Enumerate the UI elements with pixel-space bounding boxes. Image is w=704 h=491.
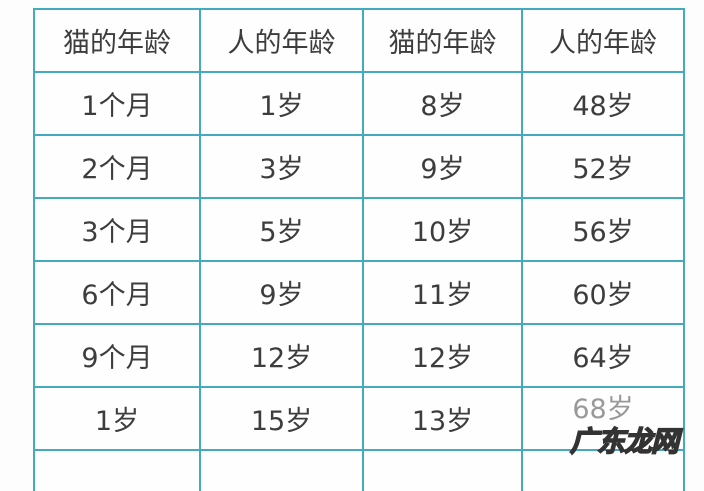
table-cell: 3岁 xyxy=(199,134,364,199)
table-cell: 12岁 xyxy=(199,323,364,388)
table-cell: 5岁 xyxy=(199,197,364,262)
watermark-logo: 广东龙网 xyxy=(569,424,680,459)
table-cell: 3个月 xyxy=(33,197,201,262)
table-row: 2个月 3岁 9岁 52岁 xyxy=(33,134,685,199)
table-cell: 2个月 xyxy=(33,134,201,199)
header-cell: 猫的年龄 xyxy=(33,8,201,73)
header-cell: 人的年龄 xyxy=(199,8,364,73)
table-cell: 8岁 xyxy=(362,71,523,136)
table-cell: 6个月 xyxy=(33,260,201,325)
table-cell: 56岁 xyxy=(521,197,685,262)
table-cell: 10岁 xyxy=(362,197,523,262)
header-row: 猫的年龄 人的年龄 猫的年龄 人的年龄 xyxy=(33,8,685,73)
table-cell: 64岁 xyxy=(521,323,685,388)
table-cell: 1岁 xyxy=(199,71,364,136)
table-row: 6个月 9岁 11岁 60岁 xyxy=(33,260,685,325)
table-cell: 13岁 xyxy=(362,386,523,451)
table-cell: 9岁 xyxy=(362,134,523,199)
table-row: 9个月 12岁 12岁 64岁 xyxy=(33,323,685,388)
header-cell: 人的年龄 xyxy=(521,8,685,73)
table-cell: 9岁 xyxy=(199,260,364,325)
table-cell: 1岁 xyxy=(33,386,201,451)
table-cell: 12岁 xyxy=(362,323,523,388)
header-cell: 猫的年龄 xyxy=(362,8,523,73)
table-cell: 1个月 xyxy=(33,71,201,136)
table-cell: 48岁 xyxy=(521,71,685,136)
table-cell: 9个月 xyxy=(33,323,201,388)
table-cell: 15岁 xyxy=(199,386,364,451)
table-row: 3个月 5岁 10岁 56岁 xyxy=(33,197,685,262)
table-row: 1岁 15岁 13岁 68岁 xyxy=(33,386,685,451)
table-row: 1个月 1岁 8岁 48岁 xyxy=(33,71,685,136)
partial-cell-text: 68岁 xyxy=(572,394,634,425)
cat-human-age-table: 猫的年龄 人的年龄 猫的年龄 人的年龄 1个月 1岁 8岁 48岁 2个月 3岁 9岁 52岁… xyxy=(33,8,685,491)
table-cell: 11岁 xyxy=(362,260,523,325)
table-cell: 52岁 xyxy=(521,134,685,199)
table-cell: 60岁 xyxy=(521,260,685,325)
table-cell: 68岁 xyxy=(521,386,685,451)
